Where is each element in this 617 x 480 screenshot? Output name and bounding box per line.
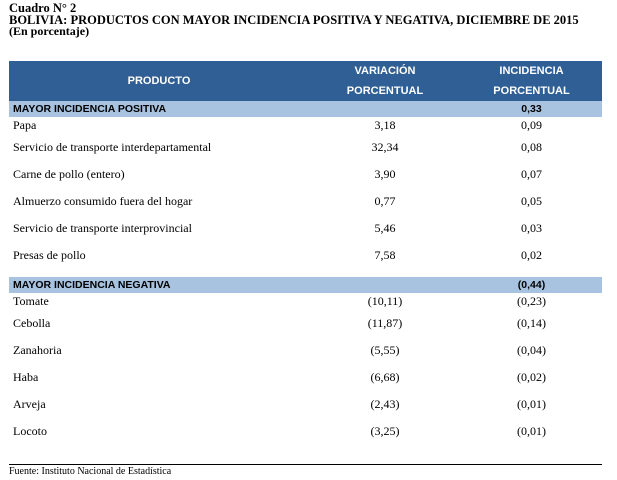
row-incidence: (0,01)	[517, 424, 546, 438]
header-variation-line2: PORCENTUAL	[346, 85, 424, 97]
header-variation-line1: VARIACIÓN	[354, 65, 416, 77]
row-incidence: (0,14)	[517, 316, 546, 330]
row-product: Haba	[13, 370, 39, 384]
header-incidence: INCIDENCIA PORCENTUAL	[461, 61, 602, 101]
row-incidence: 0,07	[521, 167, 542, 181]
table-row: Tomate (10,11) (0,23)	[9, 293, 602, 310]
row-product: Papa	[13, 118, 37, 132]
row-variation: 32,34	[371, 140, 399, 154]
negative-rows: Tomate (10,11) (0,23) Cebolla (11,87) (0…	[9, 293, 602, 445]
row-variation: (2,43)	[370, 397, 400, 411]
row-product: Servicio de transporte interprovincial	[13, 221, 192, 235]
row-product: Locoto	[13, 424, 47, 438]
header-incidence-line2: PORCENTUAL	[493, 85, 570, 97]
table-row: Cebolla (11,87) (0,14)	[9, 310, 602, 337]
table-row: Presas de pollo 7,58 0,02	[9, 242, 602, 269]
section-negative-label: MAYOR INCIDENCIA NEGATIVA	[13, 279, 171, 291]
row-variation: (11,87)	[367, 316, 403, 330]
row-incidence: (0,01)	[517, 397, 546, 411]
row-variation: (10,11)	[367, 294, 403, 308]
table-row: Arveja (2,43) (0,01)	[9, 391, 602, 418]
section-gap	[9, 269, 602, 277]
section-negative-total: (0,44)	[517, 279, 546, 291]
table-row: Papa 3,18 0,09	[9, 117, 602, 134]
row-incidence: 0,08	[521, 140, 542, 154]
row-variation: (6,68)	[370, 370, 400, 384]
table-row: Almuerzo consumido fuera del hogar 0,77 …	[9, 188, 602, 215]
row-product: Cebolla	[13, 316, 51, 330]
bottom-rule	[9, 464, 602, 465]
row-incidence: 0,02	[521, 248, 542, 262]
row-incidence: 0,03	[521, 221, 542, 235]
table-row: Servicio de transporte interdepartamenta…	[9, 134, 602, 161]
table-title: BOLIVIA: PRODUCTOS CON MAYOR INCIDENCIA …	[9, 12, 579, 27]
section-negative: MAYOR INCIDENCIA NEGATIVA (0,44)	[9, 277, 602, 293]
table-row: Haba (6,68) (0,02)	[9, 364, 602, 391]
row-product: Almuerzo consumido fuera del hogar	[13, 194, 193, 208]
row-variation: (5,55)	[370, 343, 400, 357]
row-incidence: (0,02)	[517, 370, 546, 384]
row-variation: 3,18	[374, 118, 396, 132]
table-heading: Cuadro N° 2 BOLIVIA: PRODUCTOS CON MAYOR…	[9, 1, 613, 38]
row-incidence: (0,04)	[517, 343, 546, 357]
row-variation: 0,77	[374, 194, 396, 208]
table-row: Servicio de transporte interprovincial 5…	[9, 215, 602, 242]
table-unit: (En porcentaje)	[9, 24, 90, 38]
row-product: Carne de pollo (entero)	[13, 167, 125, 181]
header-product-label: PRODUCTO	[127, 75, 191, 87]
table-row: Carne de pollo (entero) 3,90 0,07	[9, 161, 602, 188]
row-product: Tomate	[13, 294, 49, 308]
section-positive-total: 0,33	[521, 103, 542, 115]
data-table: PRODUCTO VARIACIÓN PORCENTUAL INCIDENCIA…	[9, 61, 602, 445]
row-incidence: 0,05	[521, 194, 542, 208]
row-variation: (3,25)	[370, 424, 400, 438]
table-row: Locoto (3,25) (0,01)	[9, 418, 602, 445]
section-positive-label: MAYOR INCIDENCIA POSITIVA	[13, 103, 167, 115]
table-row: Zanahoria (5,55) (0,04)	[9, 337, 602, 364]
section-positive: MAYOR INCIDENCIA POSITIVA 0,33	[9, 101, 602, 117]
source-note: Fuente: Instituto Nacional de Estadístic…	[9, 466, 172, 477]
row-variation: 7,58	[374, 248, 396, 262]
table-header: PRODUCTO VARIACIÓN PORCENTUAL INCIDENCIA…	[9, 61, 602, 101]
header-product: PRODUCTO	[9, 61, 309, 101]
row-product: Servicio de transporte interdepartamenta…	[13, 140, 212, 154]
row-variation: 5,46	[374, 221, 396, 235]
header-incidence-line1: INCIDENCIA	[499, 65, 564, 77]
table-number: Cuadro N° 2	[9, 1, 77, 15]
row-product: Zanahoria	[13, 343, 62, 357]
row-variation: 3,90	[374, 167, 396, 181]
header-variation: VARIACIÓN PORCENTUAL	[309, 61, 461, 101]
positive-rows: Papa 3,18 0,09 Servicio de transporte in…	[9, 117, 602, 269]
row-incidence: 0,09	[521, 118, 542, 132]
row-incidence: (0,23)	[517, 294, 546, 308]
row-product: Arveja	[13, 397, 46, 411]
row-product: Presas de pollo	[13, 248, 86, 262]
